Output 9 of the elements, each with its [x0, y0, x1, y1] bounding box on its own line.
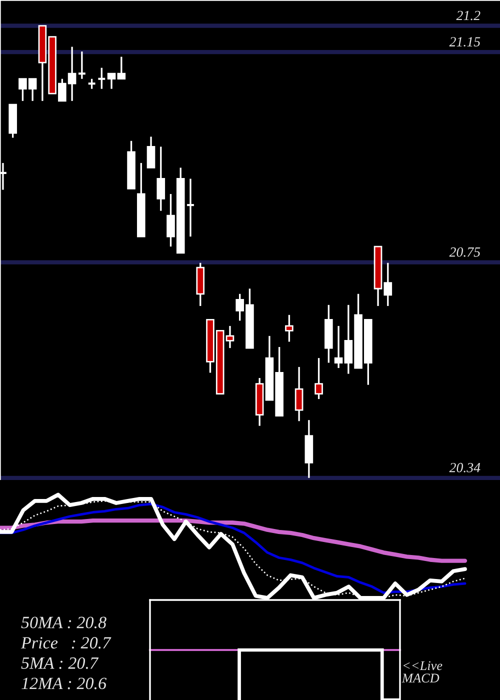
text: <<Live MACD: [402, 661, 442, 683]
text: 12MA : 20.6: [22, 678, 106, 690]
y-tick-label: 20.34: [449, 462, 480, 472]
y-tick-label: 20.75: [449, 247, 480, 257]
y-tick-label: 21.15: [449, 37, 480, 47]
text: Price : 20.7: [20, 637, 112, 649]
text: 50MA : 20.8: [21, 616, 106, 628]
y-tick-label: 21.2: [456, 10, 480, 20]
text: 5MA : 20.7: [21, 657, 99, 669]
